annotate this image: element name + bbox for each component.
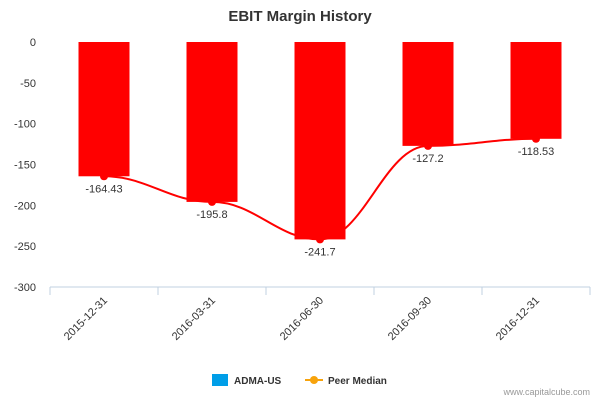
legend-adma-swatch <box>212 374 228 386</box>
x-tick-label: 2016-06-30 <box>278 295 326 343</box>
peer-median-point[interactable] <box>208 197 216 206</box>
bar-series <box>78 42 562 240</box>
x-axis: 2015-12-31 2016-03-31 2016-06-30 2016-09-30… <box>49 286 591 343</box>
legend-peer-label: Peer Median <box>328 376 387 387</box>
y-tick-label: -100 <box>14 119 36 131</box>
legend-item-adma[interactable]: ADMA-US <box>212 374 282 387</box>
peer-median-point[interactable] <box>316 235 324 244</box>
y-tick-label: -200 <box>14 200 36 212</box>
legend-peer-marker <box>310 376 318 384</box>
y-tick-label: -150 <box>14 160 36 172</box>
data-label: -164.43 <box>85 183 122 195</box>
data-label: -127.2 <box>412 153 443 165</box>
legend-adma-label: ADMA-US <box>234 376 282 387</box>
x-tick-label: 2016-12-31 <box>494 295 542 343</box>
y-tick-label: -250 <box>14 241 36 253</box>
bar[interactable] <box>402 42 454 146</box>
y-tick-label: 0 <box>30 37 36 49</box>
x-tick-label: 2015-12-31 <box>62 295 110 343</box>
peer-median-point[interactable] <box>100 172 108 181</box>
peer-median-point[interactable] <box>424 141 432 150</box>
data-label: -118.53 <box>518 146 555 158</box>
legend: ADMA-US Peer Median <box>212 374 387 387</box>
peer-median-point[interactable] <box>532 134 540 143</box>
x-tick-label: 2016-09-30 <box>386 295 434 343</box>
legend-item-peer-median[interactable]: Peer Median <box>305 376 387 387</box>
data-label: -241.7 <box>304 246 335 258</box>
x-tick-label: 2016-03-31 <box>170 295 218 343</box>
bar[interactable] <box>294 42 346 240</box>
y-tick-label: -300 <box>14 282 36 294</box>
credit-text: www.capitalcube.com <box>502 387 590 397</box>
y-tick-label: -50 <box>20 78 36 90</box>
data-label: -195.8 <box>196 209 227 221</box>
bar[interactable] <box>186 42 238 202</box>
bar[interactable] <box>78 42 130 177</box>
y-axis: 0 -50 -100 -150 -200 -250 -300 <box>14 37 36 294</box>
peer-median-points <box>100 134 540 244</box>
bar[interactable] <box>510 42 562 139</box>
chart-title: EBIT Margin History <box>228 8 372 25</box>
data-labels: -164.43 -195.8 -241.7 -127.2 -118.53 <box>85 146 554 259</box>
